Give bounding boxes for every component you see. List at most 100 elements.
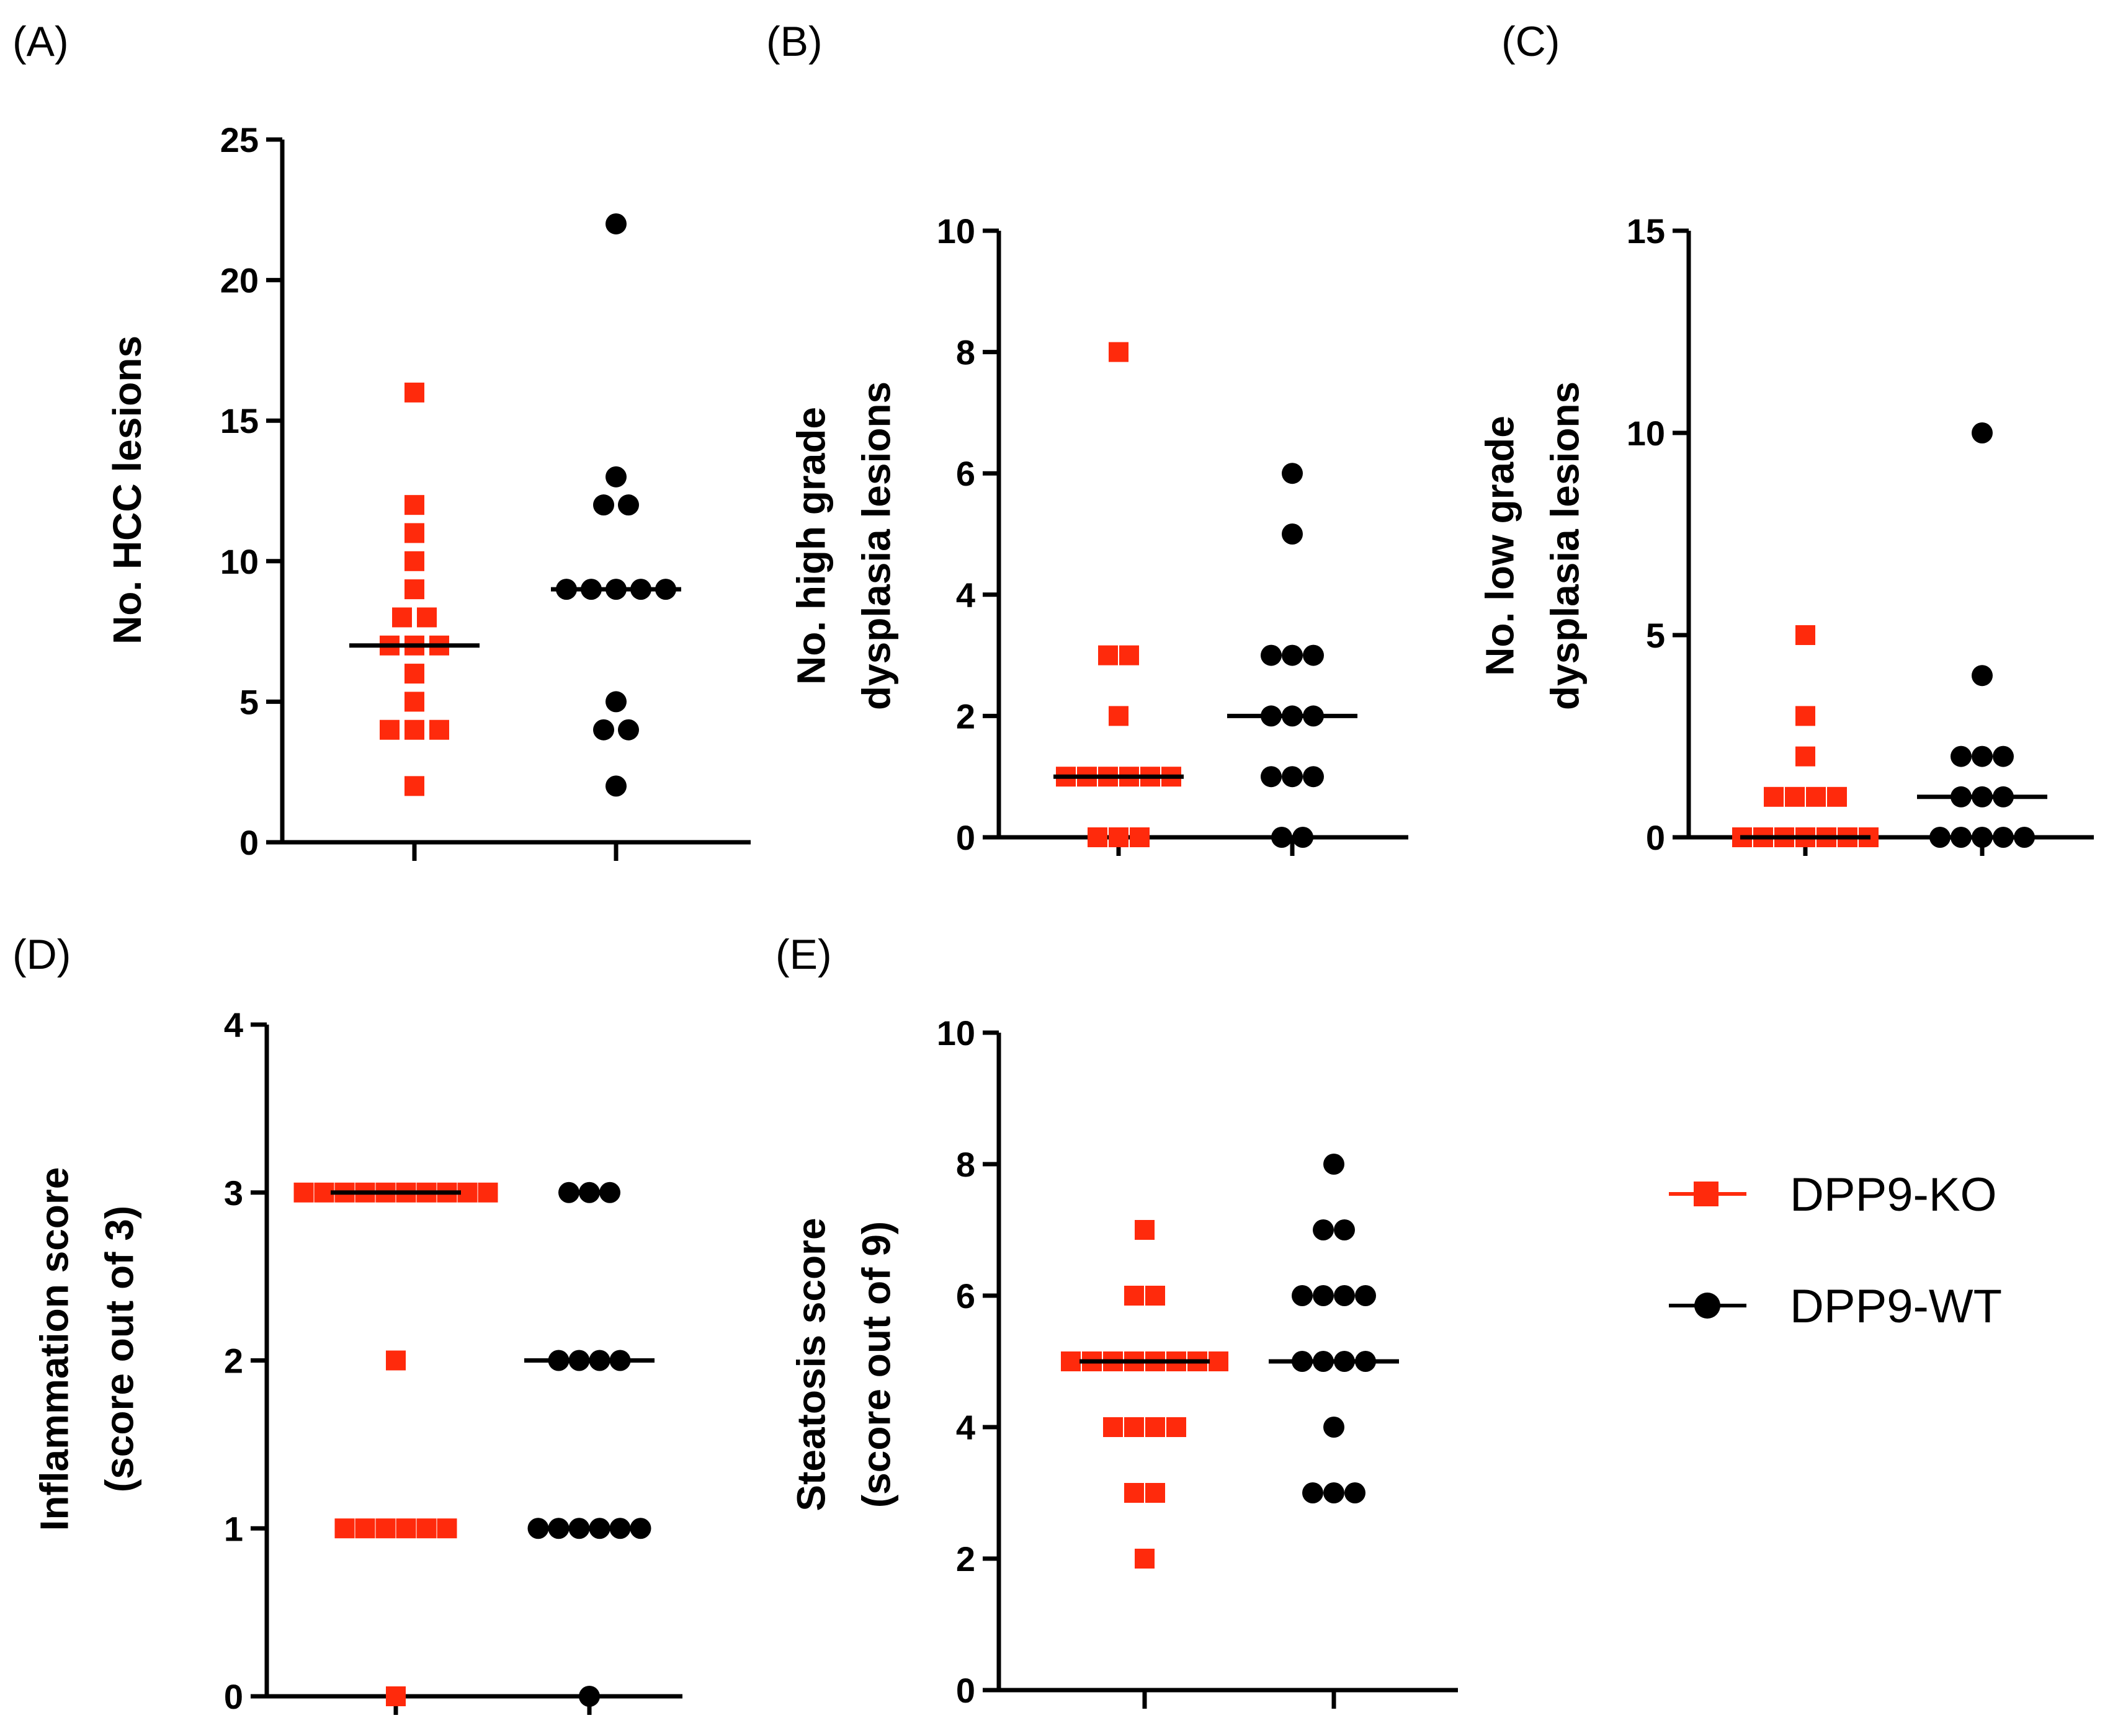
wt-data-point [1323,1417,1344,1438]
ko-data-point [404,776,424,796]
panel-a: (A) 0 5 10 15 20 25 No. HCC lesions [12,18,751,862]
ko-data-point [437,1518,457,1539]
wt-data-point [548,1518,570,1539]
wt-data-point [1929,827,1951,848]
ko-data-point [1119,645,1139,665]
wt-data-point [1972,827,1993,848]
ko-data-point [1135,1549,1155,1569]
ko-data-point [380,719,400,740]
legend: DPP9-KO DPP9-WT [1669,1168,2002,1333]
ko-data-point [404,719,424,740]
wt-data-point [618,494,639,516]
ko-data-point [1124,1483,1144,1503]
ko-data-point [1166,1417,1186,1437]
wt-data-point [1302,1482,1323,1503]
y-tick-label: 1 [224,1509,243,1548]
wt-data-point [1313,1285,1334,1306]
ko-data-point [416,1518,437,1539]
y-axis-label-line: Steatosis score [789,1217,834,1511]
ko-data-point [404,523,424,543]
ko-data-point [1109,342,1128,362]
y-tick-label: 15 [220,401,259,440]
wt-data-point [1951,827,1972,848]
wt-data-point [606,213,627,234]
wt-data-point [1323,1154,1344,1175]
y-tick-label: 10 [937,211,975,251]
y-tick-label: 6 [956,454,975,493]
wt-data-point [606,466,627,487]
wt-data-point [1334,1285,1355,1306]
y-axis-label-line: No. low grade [1478,416,1522,676]
wt-data-point [558,1182,579,1203]
y-axis-label: No. low grade dysplasia lesions [1478,381,1588,710]
y-tick-label: 20 [220,261,259,300]
y-tick-label: 0 [956,1671,975,1710]
ko-data-point [396,1518,416,1539]
y-axis-label-line: No. high grade [789,407,834,685]
ko-data-point [404,382,424,403]
wt-data-point [527,1518,549,1539]
ko-data-point [404,664,424,684]
ko-data-point [1124,1286,1144,1306]
panel-c: (C) 0 5 10 15 No. low grade dysplasia lesions [1478,18,2094,857]
ko-data-point [1145,1483,1165,1503]
ko-data-point [355,1518,375,1539]
panel-label: (D) [12,931,71,978]
wt-data-point [1282,766,1303,788]
wt-data-point [1313,1219,1334,1240]
ko-data-point [1806,786,1826,807]
wt-data-point [589,1518,610,1539]
ko-data-point [386,1350,406,1371]
ko-data-point [1827,786,1847,807]
y-tick-label: 2 [956,697,975,736]
wt-data-point [1972,665,1993,687]
wt-data-point [1972,422,1993,443]
legend-circle-icon [1694,1293,1720,1319]
y-axis-label-line: (score out of 3) [97,1206,142,1492]
wt-data-point [1261,644,1282,666]
ko-data-point [293,1182,314,1203]
legend-label: DPP9-KO [1790,1168,1997,1221]
y-tick-label: 0 [1646,818,1665,857]
y-tick-label: 0 [224,1677,243,1716]
ko-data-point [334,1518,355,1539]
y-tick-label: 2 [956,1539,975,1578]
wt-data-point [1282,463,1303,484]
wt-data-point [593,494,614,516]
wt-data-point [1303,766,1324,788]
y-tick-label: 2 [224,1342,243,1381]
ko-data-point [1795,746,1815,767]
wt-data-point [593,719,614,741]
y-axis-label-line: dysplasia lesions [854,381,899,710]
ko-data-point [429,719,449,740]
ko-data-point [1795,706,1815,726]
ko-data-point [1145,1417,1165,1437]
wt-data-point [1292,1285,1313,1306]
wt-data-point [1292,827,1313,848]
y-tick-label: 8 [956,333,975,372]
y-tick-label: 0 [956,818,975,857]
wt-data-point [1282,523,1303,545]
wt-data-point [630,1518,651,1539]
y-axis-label-line: dysplasia lesions [1543,381,1588,710]
y-tick-label: 6 [956,1276,975,1315]
ko-data-point [1109,827,1128,847]
ko-data-point [404,692,424,712]
y-tick-label: 0 [239,823,259,862]
wt-data-point [1323,1482,1344,1503]
ko-data-point [417,607,437,628]
y-tick-label: 8 [956,1145,975,1184]
ko-data-point [1130,827,1150,847]
panel-label: (E) [775,931,832,978]
y-tick-label: 3 [224,1173,243,1213]
wt-data-point [579,1182,600,1203]
wt-data-point [1344,1482,1365,1503]
y-axis-label-line: (score out of 9) [854,1221,899,1508]
y-tick-label: 5 [1646,616,1665,655]
ko-data-point [1103,1417,1123,1437]
wt-data-point [579,1686,600,1707]
ko-data-point [404,495,424,515]
ko-data-point [1785,786,1805,807]
ko-data-point [1088,827,1107,847]
wt-data-point [1334,1219,1355,1240]
